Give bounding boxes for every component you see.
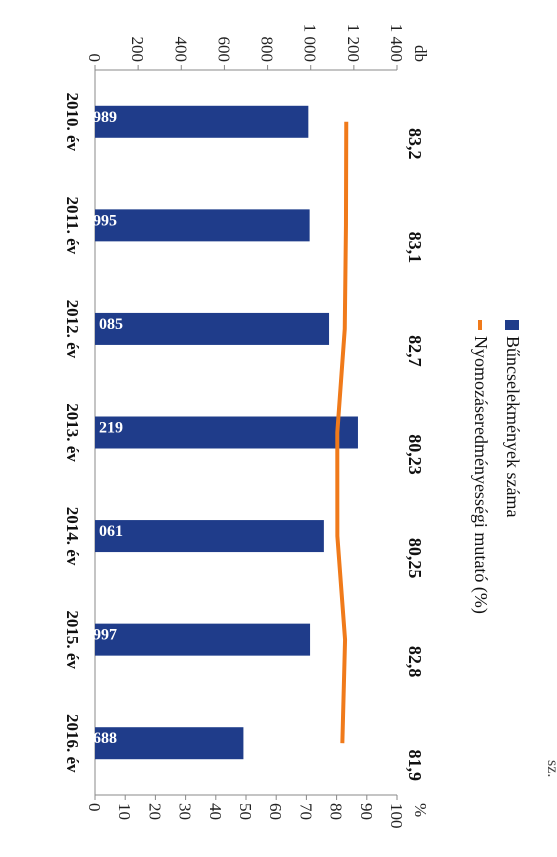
plot-area: 0 200 400 600 800 1 000 1 200 1 400 db 0 10 20 30 40 5…: [63, 24, 523, 829]
left-axis-tick-label: 400: [171, 37, 190, 63]
right-axis-tick-label: 20: [145, 803, 164, 820]
right-axis-tick-label: 0: [85, 803, 104, 812]
category-label: 2014. év: [63, 507, 82, 566]
bar-value-label: 989: [93, 109, 117, 126]
corner-text: sz.: [544, 760, 557, 777]
rotated-chart-group: 0 200 400 600 800 1 000 1 200 1 400 db 0 10 20 30 40 5…: [63, 24, 523, 829]
category-label: 2015. év: [63, 610, 82, 669]
right-axis-tick-label: 50: [236, 803, 255, 820]
bar: [95, 727, 244, 760]
bar-value-label: 1 219: [87, 420, 123, 437]
right-axis-tick-label: 80: [327, 803, 346, 820]
legend-swatch-bar: [505, 320, 519, 330]
line-value-label: 82,8: [405, 646, 425, 678]
right-axis-tick-label: 60: [266, 803, 285, 820]
bar-value-label: 995: [93, 212, 117, 229]
line-value-label: 83,2: [405, 128, 425, 160]
category-label: 2013. év: [63, 403, 82, 462]
bar-value-label: 1 061: [87, 523, 123, 540]
line-value-label: 80,25: [405, 538, 425, 579]
legend-label-line: Nyomozáseredményességi mutató (%): [470, 336, 491, 614]
left-axis-tick-label: 0: [85, 54, 104, 63]
category-label: 2011. év: [63, 197, 82, 255]
bar-value-label: 997: [93, 627, 117, 644]
right-axis-tick-label: 70: [296, 803, 315, 820]
legend-swatch-line: [478, 320, 482, 330]
bar: [95, 623, 311, 656]
left-axis-tick-label: 1 000: [301, 24, 320, 62]
line-value-label: 82,7: [405, 335, 425, 367]
left-axis-tick-label: 600: [214, 37, 233, 63]
bar: [95, 312, 330, 345]
left-axis-unit: db: [411, 45, 430, 62]
left-axis-tick-label: 800: [258, 37, 277, 63]
line-value-label: 81,9: [405, 749, 425, 781]
left-axis-tick-label: 1 400: [387, 24, 406, 62]
category-label: 2012. év: [63, 300, 82, 359]
left-axis-tick-label: 1 200: [344, 24, 363, 62]
right-axis-unit: %: [411, 803, 430, 817]
right-axis-tick-label: 90: [357, 803, 376, 820]
bar-value-label: 688: [93, 730, 117, 747]
bar-value-label: 1 085: [87, 316, 123, 333]
line-value-label: 83,1: [405, 232, 425, 264]
left-axis-tick-label: 200: [128, 37, 147, 63]
bar: [95, 209, 310, 242]
legend-label-bar: Bűncselekmények száma: [503, 336, 523, 517]
bar: [95, 105, 309, 138]
right-axis-tick-label: 10: [115, 803, 134, 820]
bar: [95, 416, 358, 449]
category-label: 2010. év: [63, 93, 82, 152]
bar: [95, 520, 324, 553]
right-axis-tick-label: 40: [206, 803, 225, 820]
right-axis-tick-label: 30: [176, 803, 195, 820]
category-label: 2016. év: [63, 714, 82, 773]
line-value-label: 80,23: [405, 434, 425, 475]
right-axis-tick-label: 100: [387, 803, 406, 829]
line-series: [335, 121, 349, 744]
